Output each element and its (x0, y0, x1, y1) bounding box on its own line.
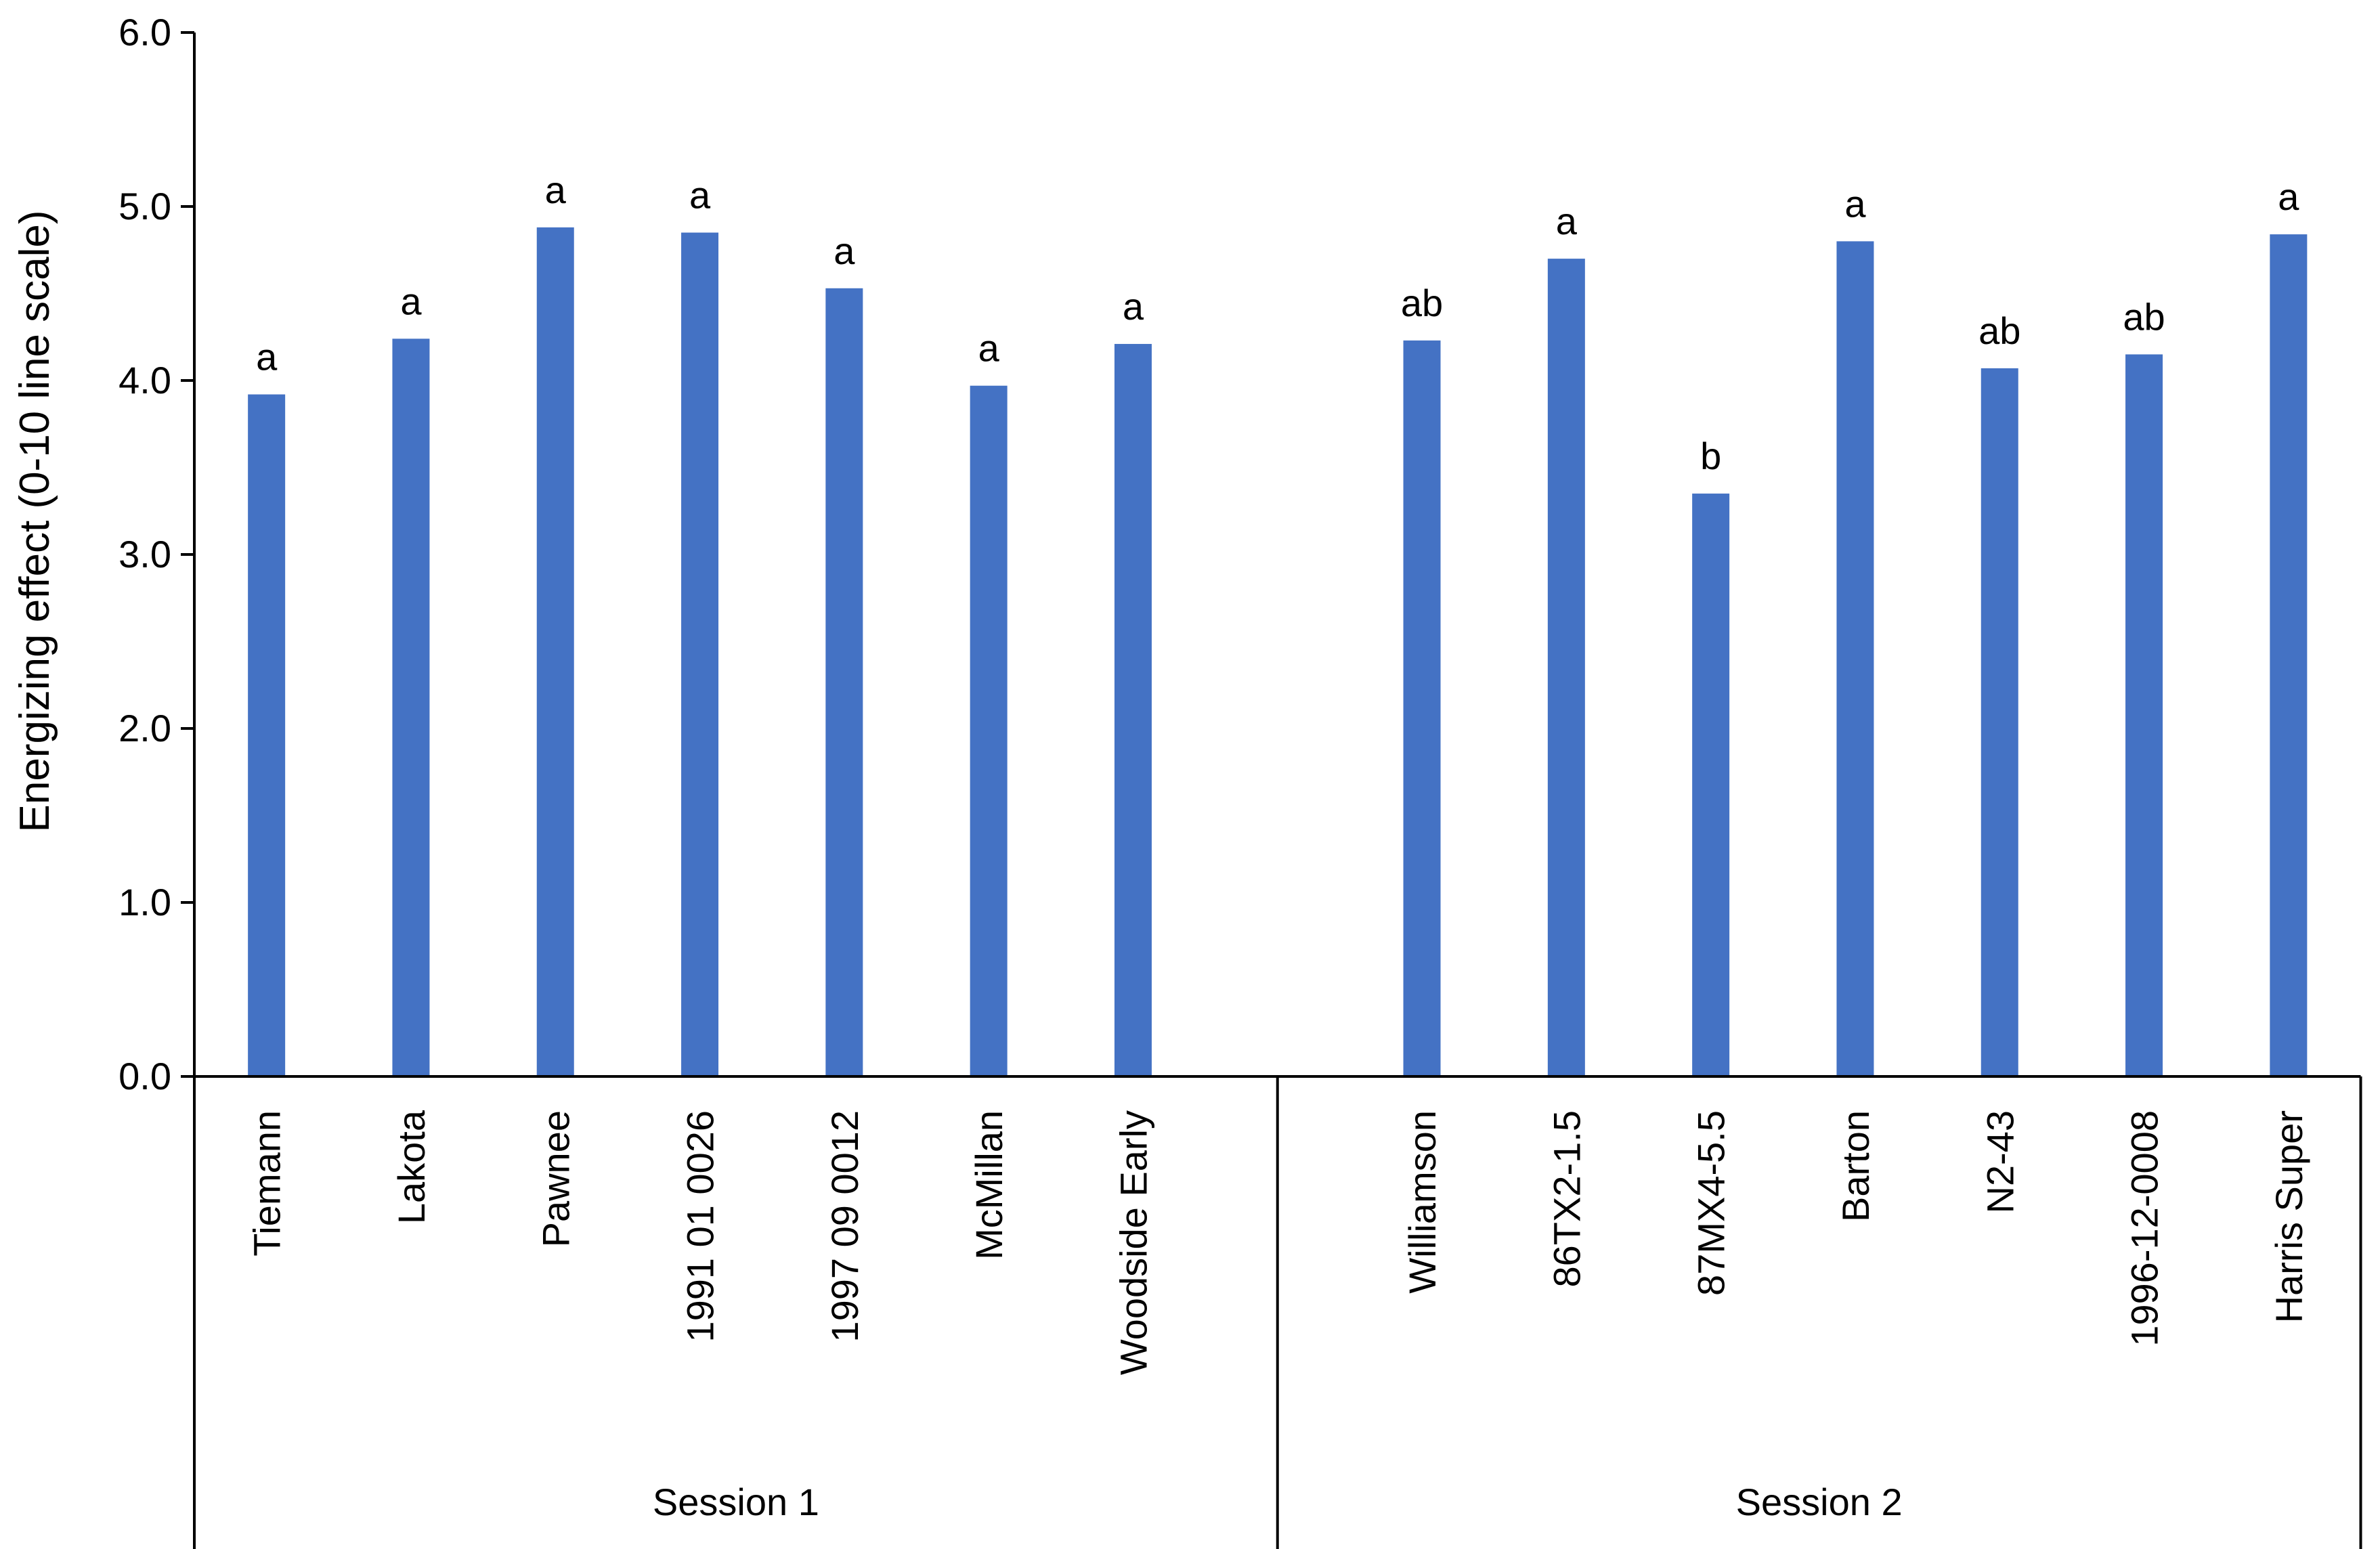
bar (825, 288, 863, 1076)
category-label: McMillan (968, 1110, 1010, 1260)
significance-label: a (689, 174, 711, 217)
bar (970, 385, 1008, 1076)
bar (2270, 234, 2308, 1076)
significance-label: ab (1978, 309, 2020, 352)
y-tick-label: 1.0 (118, 881, 171, 923)
bar (536, 227, 574, 1077)
bars-layer (248, 227, 2308, 1077)
bar (248, 394, 286, 1076)
y-tick-label: 4.0 (118, 359, 171, 401)
category-label: 1997 09 0012 (823, 1110, 866, 1343)
y-tick-label: 0.0 (118, 1055, 171, 1097)
significance-label: a (2278, 175, 2299, 218)
y-tick-label: 6.0 (118, 11, 171, 53)
bar (681, 232, 719, 1076)
y-tick-label: 2.0 (118, 707, 171, 749)
significance-label: a (1123, 285, 1144, 328)
significance-label: ab (1401, 282, 1443, 324)
significance-label: a (545, 169, 567, 211)
significance-label: a (256, 336, 278, 378)
category-label: Williamson (1401, 1110, 1444, 1294)
y-tick-label: 5.0 (118, 185, 171, 227)
category-label: Pawnee (534, 1110, 577, 1247)
bar (1403, 340, 1441, 1076)
significance-label: a (1844, 182, 1866, 225)
category-label: Woodside Early (1112, 1110, 1154, 1375)
bar (392, 339, 430, 1076)
significance-label: a (400, 280, 422, 322)
bar (1836, 241, 1874, 1076)
session-label: Session 2 (1736, 1481, 1903, 1523)
significance-label: ab (2123, 295, 2165, 338)
category-label: Tiemann (246, 1110, 288, 1257)
bar (1981, 368, 2018, 1076)
bar (1547, 259, 1585, 1077)
y-axis-title: Energizing effect (0-10 line scale) (12, 210, 58, 832)
category-label: Barton (1834, 1110, 1877, 1222)
y-tick-label: 3.0 (118, 533, 171, 575)
axes-layer (181, 31, 2362, 1549)
bar (1692, 494, 1730, 1076)
category-label: 87MX4-5.5 (1690, 1110, 1733, 1296)
category-label: 1991 01 0026 (679, 1110, 722, 1343)
significance-label: a (834, 230, 855, 272)
bar (2125, 354, 2163, 1077)
category-label: Harris Super (2268, 1110, 2310, 1323)
labels-layer: 0.0 1.0 2.0 3.0 4.0 5.0 6.0 a Tiemann a Lakota a Paw… (118, 11, 2310, 1523)
significance-label: b (1700, 435, 1721, 477)
category-label: N2-43 (1978, 1110, 2021, 1214)
category-label: 86TX2-1.5 (1545, 1110, 1588, 1288)
significance-label: a (978, 327, 1000, 370)
significance-label: a (1556, 200, 1578, 242)
session-label: Session 1 (653, 1481, 819, 1523)
category-label: 1996-12-0008 (2123, 1110, 2166, 1347)
category-label: Lakota (390, 1110, 433, 1224)
bar (1114, 344, 1152, 1076)
